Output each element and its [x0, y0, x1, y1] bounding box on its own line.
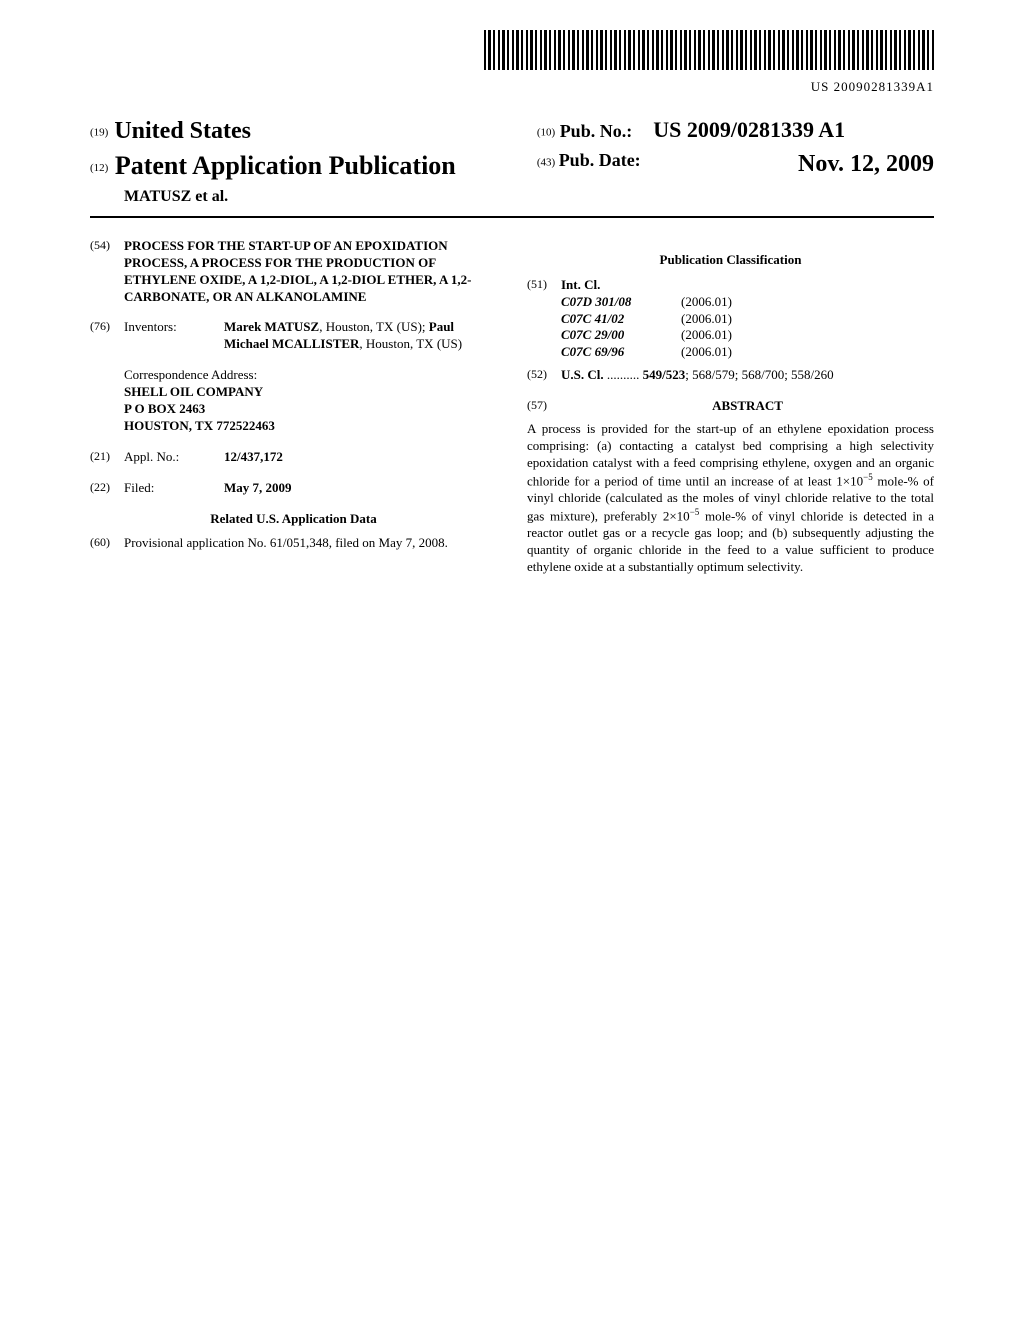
- doc-type-line: (12) Patent Application Publication: [90, 149, 527, 183]
- intcl-block: (51) Int. Cl. C07D 301/08 (2006.01) C07C…: [527, 277, 934, 361]
- title-text: PROCESS FOR THE START-UP OF AN EPOXIDATI…: [124, 238, 497, 306]
- field-num-54: (54): [90, 238, 124, 306]
- intcl-row-0: C07D 301/08 (2006.01): [561, 294, 934, 311]
- pub-no-row: (10) Pub. No.: US 2009/0281339 A1: [537, 116, 934, 145]
- abstract-label: ABSTRACT: [561, 398, 934, 415]
- right-column: Publication Classification (51) Int. Cl.…: [527, 238, 934, 576]
- country-line: (19) United States: [90, 116, 527, 147]
- abstract-header: (57) ABSTRACT: [527, 398, 934, 415]
- intcl-year-1: (2006.01): [681, 311, 934, 328]
- pub-date-row: (43) Pub. Date: Nov. 12, 2009: [537, 149, 934, 180]
- filed-value: May 7, 2009: [224, 480, 497, 497]
- provisional-text: Provisional application No. 61/051,348, …: [124, 535, 497, 552]
- intcl-label: Int. Cl.: [561, 277, 934, 294]
- pub-date-value: Nov. 12, 2009: [798, 149, 934, 180]
- abstract-sup2: −5: [690, 507, 700, 517]
- filed-row: (22) Filed: May 7, 2009: [90, 480, 497, 497]
- field-num-51: (51): [527, 277, 561, 361]
- uscl-label: U.S. Cl.: [561, 367, 604, 382]
- field-num-19: (19): [90, 126, 108, 138]
- intcl-code-1: C07C 41/02: [561, 311, 681, 328]
- pub-date-left: (43) Pub. Date:: [537, 149, 641, 180]
- appl-no-label: Appl. No.:: [124, 449, 224, 466]
- intcl-row-3: C07C 69/96 (2006.01): [561, 344, 934, 361]
- barcode-number: US 20090281339A1: [90, 79, 934, 96]
- uscl-dots-text: ..........: [607, 367, 640, 382]
- field-num-22: (22): [90, 480, 124, 497]
- correspondence-block: Correspondence Address: SHELL OIL COMPAN…: [124, 367, 497, 435]
- authors-line: MATUSZ et al.: [124, 187, 527, 208]
- intcl-content: Int. Cl. C07D 301/08 (2006.01) C07C 41/0…: [561, 277, 934, 361]
- abstract-text: A process is provided for the start-up o…: [527, 421, 934, 576]
- abstract-block: (57) ABSTRACT A process is provided for …: [527, 398, 934, 576]
- inventor-1-loc: , Houston, TX (US);: [319, 319, 429, 334]
- correspondence-line3: HOUSTON, TX 772522463: [124, 418, 497, 435]
- intcl-row-2: C07C 29/00 (2006.01): [561, 327, 934, 344]
- filed-label: Filed:: [124, 480, 224, 497]
- left-column: (54) PROCESS FOR THE START-UP OF AN EPOX…: [90, 238, 497, 576]
- field-num-57: (57): [527, 398, 561, 415]
- barcode-section: US 20090281339A1: [90, 30, 934, 96]
- inventors-label: Inventors:: [124, 319, 224, 353]
- inventor-2-loc: , Houston, TX (US): [359, 336, 462, 351]
- field-num-76: (76): [90, 319, 124, 353]
- pub-no-value: US 2009/0281339 A1: [637, 117, 845, 142]
- field-num-60: (60): [90, 535, 124, 552]
- field-num-10: (10): [537, 127, 555, 139]
- correspondence-line2: P O BOX 2463: [124, 401, 497, 418]
- header-left: (19) United States (12) Patent Applicati…: [90, 116, 527, 208]
- intcl-code-3: C07C 69/96: [561, 344, 681, 361]
- inventors-value: Marek MATUSZ, Houston, TX (US); Paul Mic…: [224, 319, 497, 353]
- pub-no-value-text: US 2009/0281339 A1: [653, 117, 845, 142]
- barcode-graphic: [484, 30, 934, 70]
- provisional-row: (60) Provisional application No. 61/051,…: [90, 535, 497, 552]
- uscl-dots: ..........: [607, 367, 643, 382]
- header-block: (19) United States (12) Patent Applicati…: [90, 116, 934, 218]
- uscl-content: U.S. Cl. .......... 549/523; 568/579; 56…: [561, 367, 934, 384]
- intcl-row-1: C07C 41/02 (2006.01): [561, 311, 934, 328]
- uscl-value-bold: 549/523: [643, 367, 686, 382]
- uscl-value-rest: ; 568/579; 568/700; 558/260: [685, 367, 833, 382]
- inventor-1-name: Marek MATUSZ: [224, 319, 319, 334]
- field-num-52: (52): [527, 367, 561, 384]
- field-num-12: (12): [90, 162, 108, 174]
- field-num-43: (43): [537, 156, 555, 168]
- correspondence-label: Correspondence Address:: [124, 367, 497, 384]
- field-num-21: (21): [90, 449, 124, 466]
- intcl-year-3: (2006.01): [681, 344, 934, 361]
- uscl-row: (52) U.S. Cl. .......... 549/523; 568/57…: [527, 367, 934, 384]
- abstract-sup1: −5: [863, 472, 873, 482]
- appl-no-value: 12/437,172: [224, 449, 497, 466]
- header-right: (10) Pub. No.: US 2009/0281339 A1 (43) P…: [527, 116, 934, 180]
- intcl-year-2: (2006.01): [681, 327, 934, 344]
- intcl-year-0: (2006.01): [681, 294, 934, 311]
- correspondence-line1: SHELL OIL COMPANY: [124, 384, 497, 401]
- intcl-code-0: C07D 301/08: [561, 294, 681, 311]
- pub-date-label: Pub. Date:: [559, 150, 641, 170]
- country-text: United States: [114, 118, 251, 144]
- title-row: (54) PROCESS FOR THE START-UP OF AN EPOX…: [90, 238, 497, 306]
- classification-heading: Publication Classification: [527, 252, 934, 269]
- appl-no-row: (21) Appl. No.: 12/437,172: [90, 449, 497, 466]
- doc-type-text: Patent Application Publication: [115, 151, 456, 180]
- main-columns: (54) PROCESS FOR THE START-UP OF AN EPOX…: [90, 238, 934, 576]
- pub-no-label: Pub. No.:: [560, 121, 633, 141]
- intcl-code-2: C07C 29/00: [561, 327, 681, 344]
- inventors-row: (76) Inventors: Marek MATUSZ, Houston, T…: [90, 319, 497, 353]
- related-heading: Related U.S. Application Data: [90, 511, 497, 528]
